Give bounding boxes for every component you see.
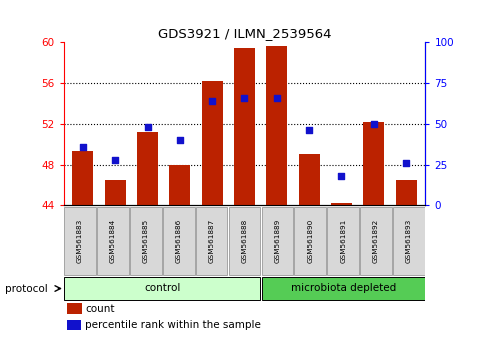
Bar — [137, 132, 158, 205]
Text: control: control — [144, 283, 180, 293]
Bar — [392, 207, 424, 275]
Bar — [169, 165, 190, 205]
Bar — [201, 81, 222, 205]
Text: GSM561892: GSM561892 — [372, 218, 378, 263]
Text: GSM561889: GSM561889 — [274, 218, 280, 263]
Bar — [195, 207, 227, 275]
Bar — [298, 154, 319, 205]
Point — [337, 173, 345, 179]
Point — [143, 124, 151, 130]
Bar — [363, 122, 384, 205]
Bar — [97, 207, 128, 275]
Bar — [163, 207, 194, 275]
Bar — [266, 46, 287, 205]
Text: GSM561886: GSM561886 — [175, 218, 182, 263]
Bar — [327, 207, 358, 275]
Point — [305, 127, 312, 133]
Point — [176, 137, 183, 143]
Point — [79, 144, 87, 149]
Bar — [360, 207, 391, 275]
Point — [369, 121, 377, 127]
Bar — [330, 203, 351, 205]
Bar — [64, 278, 260, 299]
Text: GSM561890: GSM561890 — [306, 218, 313, 263]
Bar — [104, 180, 125, 205]
Bar — [261, 207, 293, 275]
Bar — [72, 152, 93, 205]
Text: GSM561888: GSM561888 — [241, 218, 247, 263]
Bar — [234, 47, 254, 205]
Text: microbiota depleted: microbiota depleted — [290, 283, 395, 293]
Text: percentile rank within the sample: percentile rank within the sample — [85, 320, 260, 330]
Bar — [228, 207, 260, 275]
Title: GDS3921 / ILMN_2539564: GDS3921 / ILMN_2539564 — [158, 27, 330, 40]
Text: GSM561885: GSM561885 — [142, 218, 148, 263]
Bar — [294, 207, 325, 275]
Point — [401, 160, 409, 166]
Bar — [130, 207, 161, 275]
Point — [111, 157, 119, 162]
Text: GSM561883: GSM561883 — [77, 218, 83, 263]
Text: GSM561891: GSM561891 — [340, 218, 346, 263]
Text: count: count — [85, 304, 114, 314]
Bar — [395, 180, 416, 205]
Bar — [67, 320, 81, 330]
Point — [240, 95, 248, 101]
Bar — [261, 278, 424, 299]
Text: GSM561887: GSM561887 — [208, 218, 214, 263]
Text: protocol: protocol — [5, 284, 47, 293]
Point — [272, 95, 280, 101]
Text: GSM561893: GSM561893 — [405, 218, 411, 263]
Point — [208, 98, 216, 104]
Bar — [67, 303, 82, 314]
Bar — [64, 207, 96, 275]
Text: GSM561884: GSM561884 — [110, 218, 116, 263]
